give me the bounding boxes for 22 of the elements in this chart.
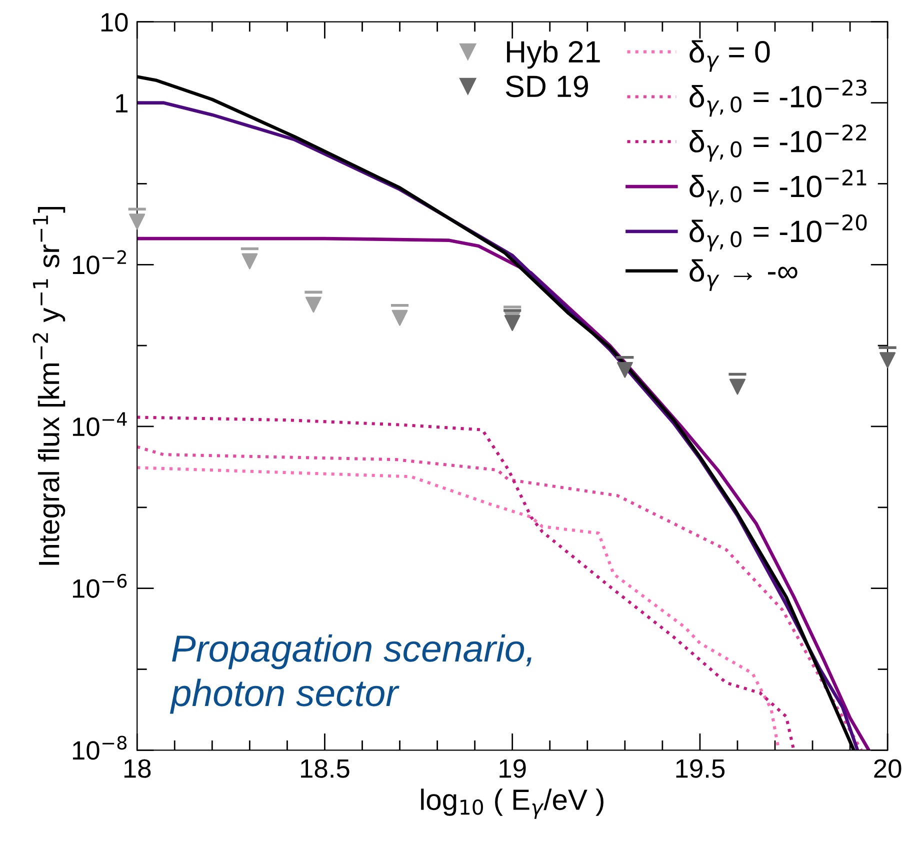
x-tick-label: 19 bbox=[500, 759, 526, 778]
y-tick-label: 10$^{−6}$ bbox=[72, 574, 127, 598]
legend-label: δ$_{γ,0}$ = -10$^{−22}$ bbox=[690, 124, 866, 162]
y-axis-title: Integral flux [km$^{−2}$ y$^{−1}$ sr$^{−1}$] bbox=[32, 206, 66, 565]
x-axis-title: log$_{10}$ ( E$_{γ}$/eV ) bbox=[421, 788, 604, 819]
legend-label: δ$_{γ,0}$ = -10$^{−21}$ bbox=[690, 169, 866, 206]
legend-label: Hyb 21 bbox=[507, 40, 600, 69]
legend-label: δ$_{γ,0}$ = -10$^{−23}$ bbox=[690, 80, 866, 117]
y-tick-label: 10$^{−2}$ bbox=[72, 250, 126, 274]
legend-label: SD 19 bbox=[506, 76, 588, 98]
legend-label: δ$_{γ,0}$ = -10$^{−20}$ bbox=[690, 214, 867, 252]
x-tick-label: 18 bbox=[124, 759, 151, 778]
y-tick-label: 1 bbox=[116, 94, 128, 112]
y-tick-label: 10$^{−8}$ bbox=[72, 736, 127, 760]
annotation: Propagation scenario, photon sector bbox=[170, 634, 532, 714]
y-tick-label: 10$^{−4}$ bbox=[72, 412, 127, 436]
y-tick-label: 10 bbox=[101, 13, 128, 32]
x-tick-label: 19.5 bbox=[676, 759, 725, 778]
legend-label: δ$_{γ}$ → -∞ bbox=[690, 259, 798, 291]
legend-label: δ$_{γ}$ = 0 bbox=[690, 40, 770, 72]
x-tick-label: 18.5 bbox=[301, 759, 350, 778]
x-tick-label: 20 bbox=[874, 759, 902, 778]
